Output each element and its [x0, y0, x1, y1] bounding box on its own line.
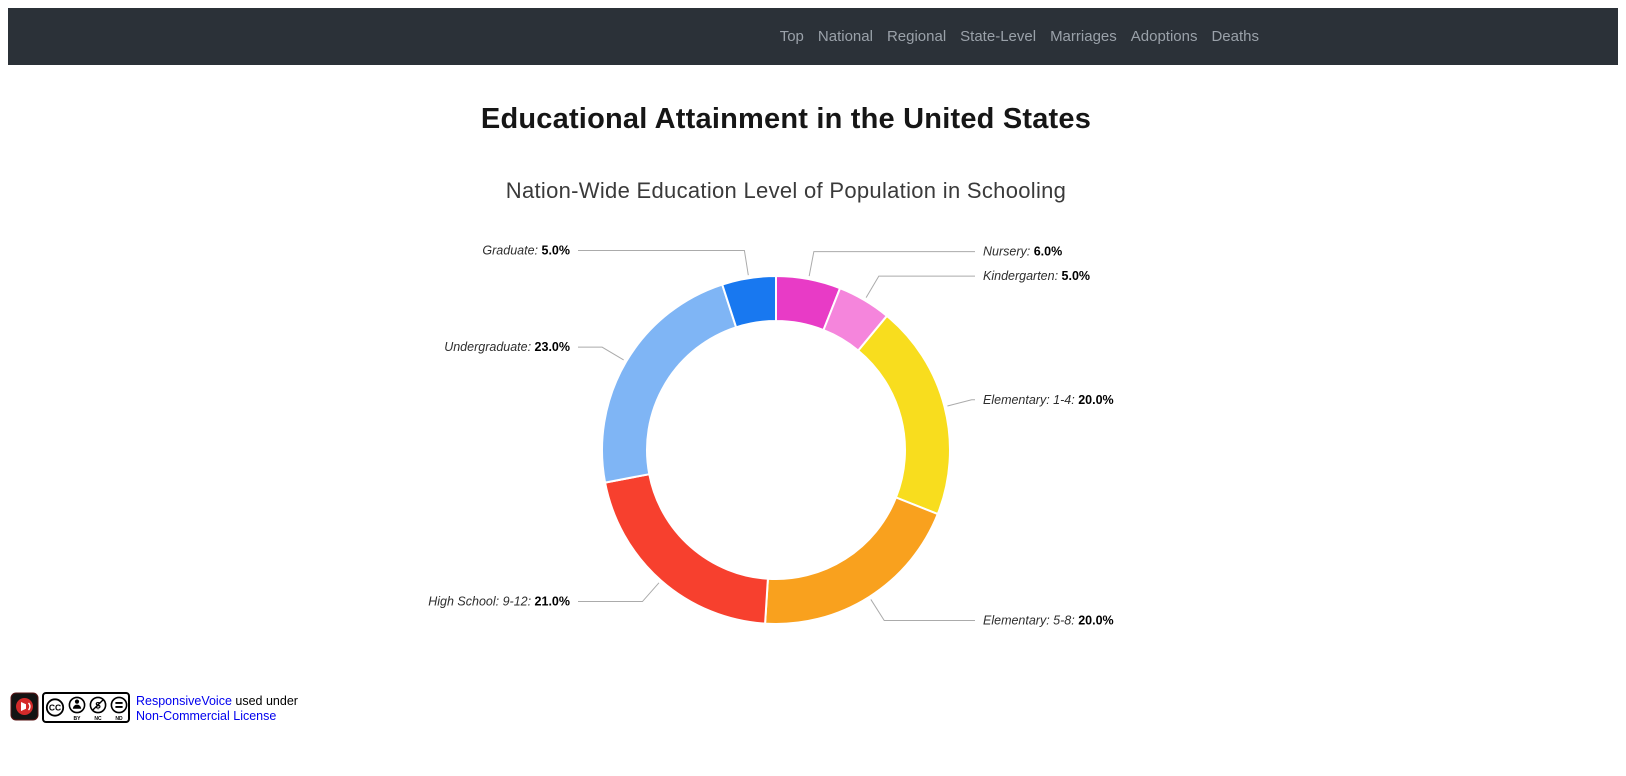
- label-connector: [865, 275, 975, 298]
- svg-text:BY: BY: [74, 716, 82, 722]
- attribution-footer: CC BY $ NC ND ResponsiveVoice used under…: [10, 692, 298, 728]
- nav-item-top[interactable]: Top: [779, 28, 804, 45]
- responsivevoice-logo-icon: [10, 692, 39, 726]
- label-connector: [870, 599, 975, 622]
- label-connector: [578, 249, 749, 276]
- donut-slice-undergraduate[interactable]: [601, 283, 738, 484]
- slice-label-graduate: Graduate: 5.0%: [482, 243, 570, 257]
- svg-text:ND: ND: [115, 716, 123, 722]
- svg-text:$: $: [95, 700, 101, 711]
- donut-slice-elementary-5-8[interactable]: [764, 496, 940, 626]
- responsivevoice-link[interactable]: ResponsiveVoice: [136, 694, 232, 708]
- page-title: Educational Attainment in the United Sta…: [480, 103, 1092, 135]
- label-connector: [808, 251, 975, 277]
- slice-label-high-school-9-12: High School: 9-12: 21.0%: [428, 595, 570, 609]
- label-connector: [578, 582, 660, 603]
- slice-label-undergraduate: Undergraduate: 23.0%: [444, 340, 570, 354]
- donut-chart: Nursery: 6.0% Kindergarten: 5.0% Elementar…: [428, 243, 1114, 628]
- label-connector: [578, 346, 624, 361]
- nav-item-deaths[interactable]: Deaths: [1211, 28, 1259, 45]
- svg-text:CC: CC: [49, 703, 61, 713]
- license-link[interactable]: Non-Commercial License: [136, 709, 277, 723]
- nav-item-adoptions[interactable]: Adoptions: [1130, 28, 1198, 45]
- nav-item-state-level[interactable]: State-Level: [960, 28, 1037, 45]
- nav-item-marriages[interactable]: Marriages: [1050, 28, 1117, 45]
- label-connector: [947, 399, 975, 407]
- nav-item-regional[interactable]: Regional: [886, 28, 947, 45]
- cc-license-badge-icon[interactable]: CC BY $ NC ND: [42, 692, 130, 728]
- svg-text:NC: NC: [94, 716, 102, 722]
- slice-label-elementary-5-8: Elementary: 5-8: 20.0%: [983, 614, 1114, 628]
- used-under-text: used under: [231, 694, 298, 708]
- slice-label-kindergarten: Kindergarten: 5.0%: [983, 269, 1090, 283]
- nav-item-national[interactable]: National: [817, 28, 873, 45]
- chart-title: Nation-Wide Education Level of Populatio…: [505, 178, 1067, 203]
- donut-slice-elementary-1-4[interactable]: [856, 314, 951, 516]
- slice-label-nursery: Nursery: 6.0%: [983, 245, 1062, 259]
- slice-label-elementary-1-4: Elementary: 1-4: 20.0%: [983, 393, 1114, 407]
- donut-slice-graduate[interactable]: [720, 274, 777, 329]
- top-navbar: Top National Regional State-Level Marria…: [8, 8, 1618, 65]
